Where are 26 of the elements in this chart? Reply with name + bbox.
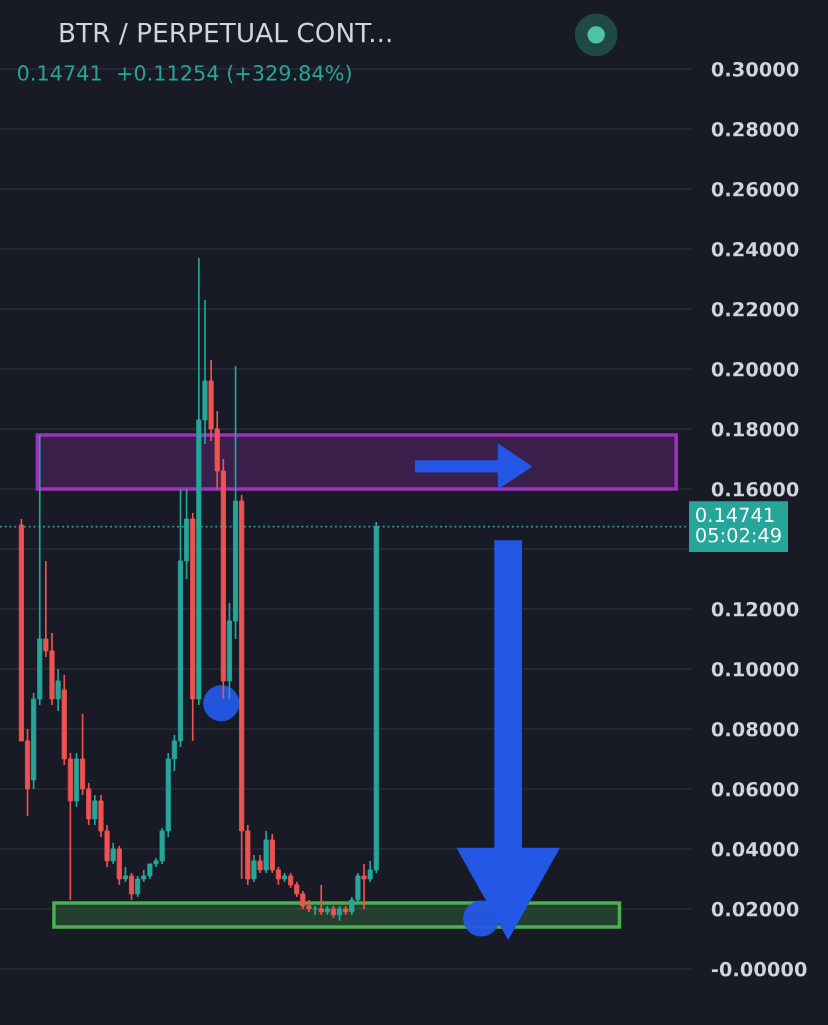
y-tick-label: 0.30000 xyxy=(711,61,799,77)
y-tick-label: 0.06000 xyxy=(711,781,799,797)
candlestick xyxy=(110,842,116,865)
y-tick-label: -0.00000 xyxy=(711,961,807,977)
y-tick-label: 0.28000 xyxy=(711,121,799,137)
y-tick-label: 0.24000 xyxy=(711,241,799,257)
candlestick xyxy=(318,884,324,916)
y-tick-label: 0.08000 xyxy=(711,721,799,737)
y-tick-label: 0.20000 xyxy=(711,361,799,377)
text: BTR / PERPETUAL CONT... xyxy=(60,22,391,45)
text: 0.14741 +0.11254 (+329.84%) xyxy=(17,64,351,84)
y-tick-label: 0.16000 xyxy=(711,481,799,497)
y-tick-label: 0.18000 xyxy=(711,421,799,437)
y-tick-label: 0.02000 xyxy=(711,901,799,917)
y-tick-label: 0.12000 xyxy=(711,601,799,617)
y-tick-label: 0.26000 xyxy=(711,181,799,197)
candlestick xyxy=(251,854,257,883)
candlestick xyxy=(361,863,367,910)
ref-line-label: 0.14741 05:02:49 xyxy=(696,507,781,543)
candlestick xyxy=(312,905,318,916)
candlestick xyxy=(92,794,98,826)
candlestick xyxy=(55,668,61,712)
y-tick-label: 0.22000 xyxy=(711,301,799,317)
y-tick-label: 0.10000 xyxy=(711,661,799,677)
y-tick-label: 0.04000 xyxy=(711,841,799,857)
candlestick xyxy=(128,872,135,901)
